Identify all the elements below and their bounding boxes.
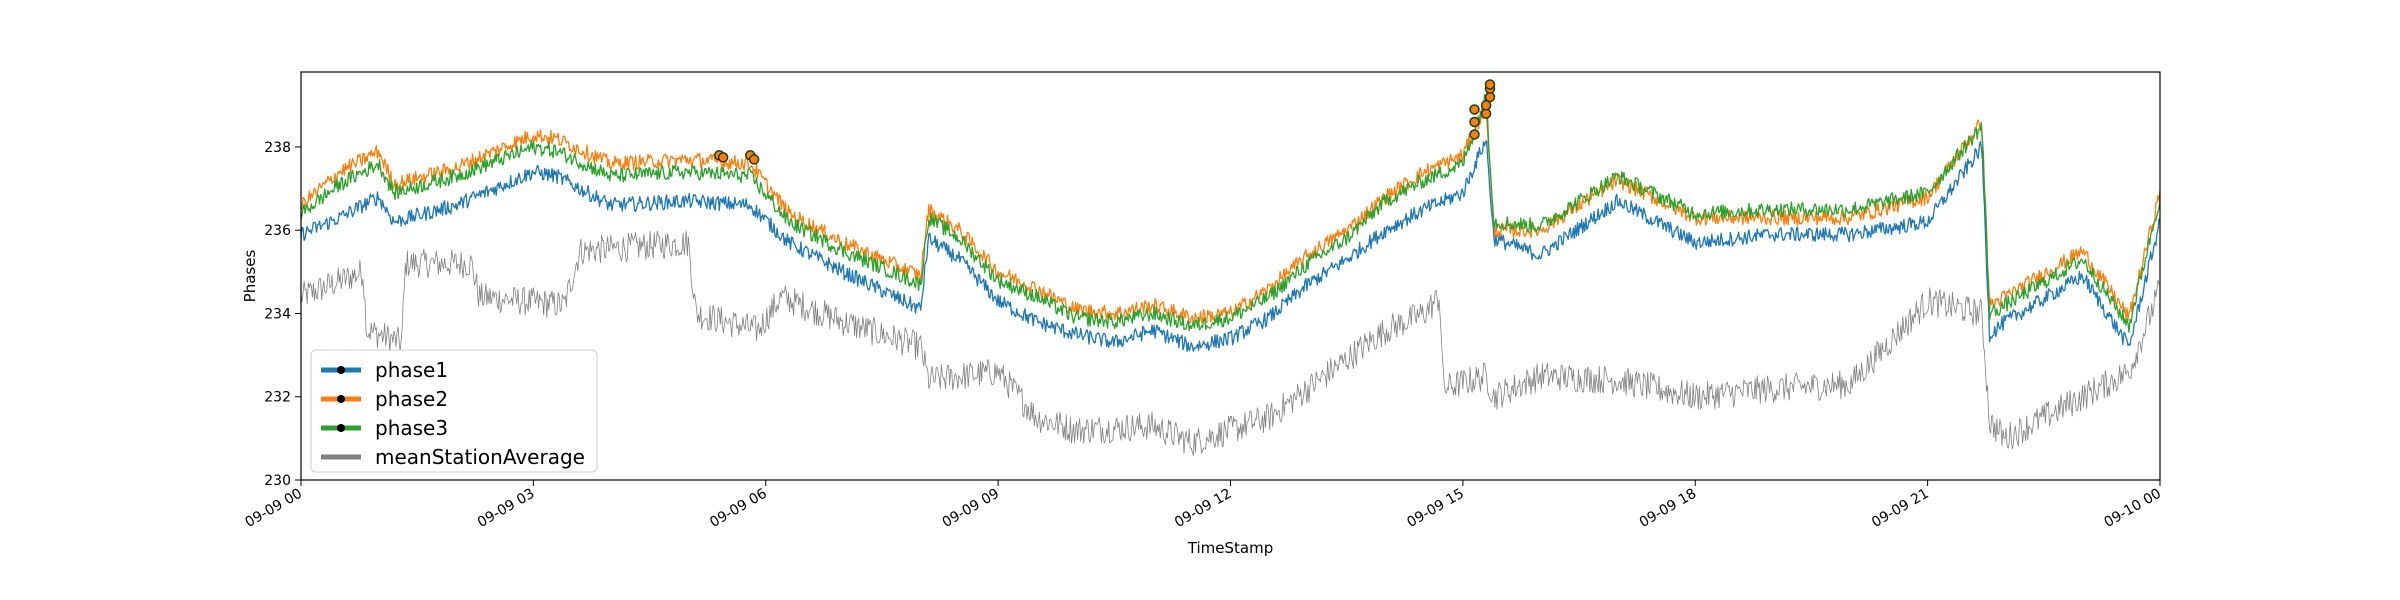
y-tick-label: 238 (264, 140, 291, 156)
y-axis-label: Phases (241, 250, 259, 303)
series-line-phase2 (300, 102, 2161, 325)
highlight-point (1480, 100, 1492, 111)
highlight-point (1469, 116, 1480, 128)
y-tick-label: 234 (264, 306, 291, 322)
highlight-point (1484, 79, 1496, 90)
highlight-point (748, 154, 760, 165)
legend-marker-phase1 (337, 366, 345, 374)
y-tick-label: 236 (264, 223, 291, 239)
legend-marker-phase2 (337, 395, 345, 403)
legend-marker-phase3 (337, 424, 345, 432)
y-tick-label: 230 (264, 473, 291, 489)
legend-label-phase2: phase2 (375, 387, 448, 411)
series-line-meanStationAverage (300, 230, 2161, 456)
series-line-phase1 (300, 140, 2161, 353)
highlight-point (1469, 104, 1480, 115)
legend-label-meanStationAverage: meanStationAverage (375, 445, 585, 469)
series-line-phase3 (300, 94, 2161, 333)
highlight-point (1469, 129, 1480, 140)
highlight-layer (714, 79, 1496, 165)
legend-box (310, 349, 598, 473)
x-axis-label: TimeStamp (1187, 539, 1273, 557)
highlight-point (717, 152, 729, 163)
series-layer (300, 94, 2161, 456)
y-tick-label: 232 (264, 390, 291, 406)
legend-label-phase1: phase1 (375, 358, 448, 382)
legend-label-phase3: phase3 (375, 416, 448, 440)
legend: phase1 phase2 phase3 meanStationAverage (310, 349, 598, 473)
